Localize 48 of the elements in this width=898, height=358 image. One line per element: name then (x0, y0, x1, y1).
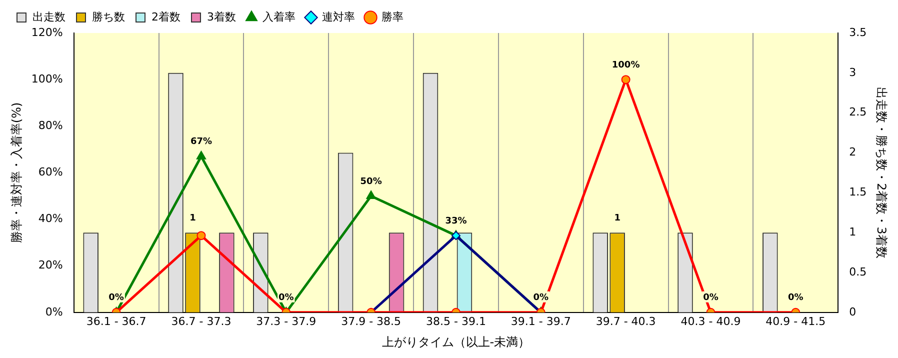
y2-tick-label: 2.5 (849, 106, 867, 119)
legend-label: 勝率 (381, 10, 404, 24)
legend-label: 3着数 (207, 10, 236, 24)
x-tick-label: 39.1 - 39.7 (510, 314, 571, 328)
data-label: 50% (360, 176, 382, 187)
x-tick-label: 40.9 - 41.5 (766, 314, 826, 328)
data-label: 0% (108, 293, 124, 304)
y-tick-label: 40% (38, 212, 63, 226)
point (621, 75, 630, 84)
y-tick-label: 80% (38, 118, 63, 132)
y-tick-label: 60% (38, 166, 63, 179)
x-tick-label: 39.7 - 40.3 (596, 314, 656, 328)
legend-label: 2着数 (152, 10, 180, 24)
x-tick-label: 40.3 - 40.9 (680, 314, 741, 328)
legend-label: 出走数 (32, 10, 66, 24)
y-tick-label: 100% (31, 72, 63, 86)
y2-tick-label: 1.5 (849, 186, 867, 199)
data-label: 33% (445, 216, 467, 226)
y-tick-label: 0% (45, 305, 63, 318)
legend-label: 勝ち数 (92, 10, 125, 24)
legend-label: 連対率 (322, 10, 355, 24)
point (366, 190, 376, 199)
data-label: 0% (788, 293, 804, 304)
data-label: 1 (190, 213, 196, 224)
data-label: 1 (614, 213, 620, 224)
y-axis-title: 勝率・連対率・入着率(%) (9, 102, 24, 244)
data-label: 0% (703, 293, 718, 304)
y2-tick-label: 3.5 (849, 26, 867, 39)
point (196, 150, 206, 160)
data-label: 100% (612, 60, 640, 70)
y2-tick-label: 0 (849, 305, 856, 318)
x-axis-title: 上がりタイム（以上-未満） (382, 334, 530, 349)
y2-tick-label: 0.5 (849, 265, 867, 278)
y2-tick-label: 2 (849, 146, 856, 159)
data-label: 0% (533, 293, 549, 304)
y-tick-label: 20% (38, 258, 63, 272)
data-label: 0% (278, 293, 294, 304)
x-tick-label: 37.3 - 37.9 (256, 314, 316, 328)
y2-axis-title: 出走数・勝ち数・2着数・3着数 (874, 87, 889, 258)
y-tick-label: 120% (31, 26, 63, 39)
y2-tick-label: 3 (849, 66, 856, 79)
x-tick-label: 37.9 - 38.5 (341, 314, 402, 328)
legend-label: 入着率 (262, 10, 296, 24)
x-tick-label: 38.5 - 39.1 (426, 314, 486, 328)
x-tick-label: 36.7 - 37.3 (171, 314, 232, 328)
y2-tick-label: 1 (849, 225, 856, 238)
x-tick-label: 36.1 - 36.7 (86, 314, 146, 328)
data-label: 67% (190, 137, 212, 148)
